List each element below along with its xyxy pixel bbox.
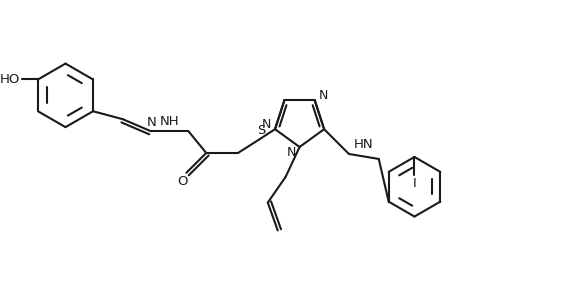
Text: NH: NH [160, 115, 179, 128]
Text: N: N [319, 89, 328, 102]
Text: HN: HN [354, 138, 374, 151]
Text: N: N [261, 118, 271, 131]
Text: O: O [177, 175, 188, 188]
Text: HO: HO [0, 73, 20, 86]
Text: N: N [287, 146, 296, 159]
Text: S: S [257, 123, 265, 137]
Text: N: N [147, 116, 156, 129]
Text: I: I [413, 177, 416, 190]
